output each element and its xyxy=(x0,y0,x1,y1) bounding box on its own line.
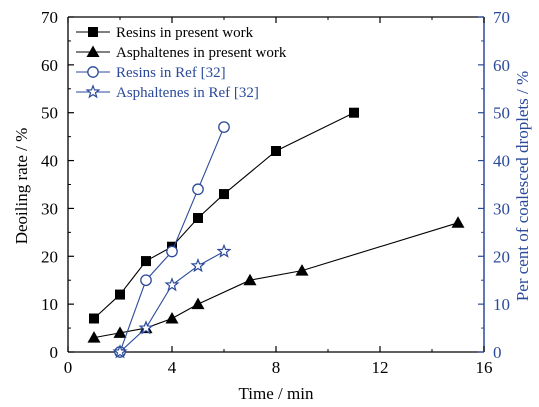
series-2-point xyxy=(451,216,465,228)
x-tick-label: 4 xyxy=(168,358,177,377)
y-left-tick-label: 10 xyxy=(41,295,58,314)
series-1-point xyxy=(349,107,359,118)
series-1-point xyxy=(219,189,229,200)
y-left-tick-label: 60 xyxy=(41,56,58,75)
series-1-line xyxy=(93,112,355,319)
series-2-point xyxy=(87,331,101,343)
series-4-point xyxy=(216,243,232,258)
series-2-point xyxy=(191,297,205,310)
series-1-point xyxy=(141,256,151,267)
series-4 xyxy=(112,243,232,359)
series-layer xyxy=(87,107,465,359)
series-1 xyxy=(89,107,359,324)
series-2-point xyxy=(243,273,257,286)
y-left-tick-label: 0 xyxy=(50,343,59,362)
legend-marker xyxy=(86,45,100,57)
y-right-tick-label: 30 xyxy=(493,199,510,218)
legend-label: Resins in Ref [32] xyxy=(116,65,226,81)
legend: Resins in present work Asphaltenes in pre… xyxy=(76,25,287,101)
legend-marker xyxy=(88,27,98,37)
x-tick-label: 8 xyxy=(272,358,281,377)
y-axis-left-title: Deoiling rate / % xyxy=(12,128,31,245)
y-right-tick-label: 20 xyxy=(493,247,510,266)
x-tick-label: 12 xyxy=(372,358,389,377)
y-left-tick-label: 50 xyxy=(41,104,58,123)
x-tick-label: 0 xyxy=(64,358,73,377)
y-left-tick-label: 70 xyxy=(41,8,58,27)
legend-label: Asphaltenes in present work xyxy=(116,45,287,61)
series-4-point xyxy=(112,344,128,359)
series-3-point xyxy=(192,183,204,196)
y-axis-right-title: Per cent of coalesced droplets / % xyxy=(513,71,532,301)
legend-marker xyxy=(87,66,99,78)
y-right-tick-label: 70 xyxy=(493,8,510,27)
series-4-point xyxy=(164,277,180,292)
series-4-point xyxy=(190,257,206,273)
y-right-tick-label: 10 xyxy=(493,295,510,314)
y-left-tick-label: 30 xyxy=(41,199,58,218)
series-3-point xyxy=(218,121,230,133)
series-3-point xyxy=(166,245,178,258)
y-right-tick-label: 60 xyxy=(493,56,510,75)
y-right-tick-label: 40 xyxy=(493,152,510,171)
series-1-point xyxy=(115,289,125,300)
x-axis-title: Time / min xyxy=(239,384,314,403)
series-2-point xyxy=(295,264,309,276)
series-1-point xyxy=(193,213,203,223)
series-2-point xyxy=(165,312,179,324)
legend-marker xyxy=(85,84,101,99)
series-3-point xyxy=(140,274,152,287)
series-2-line xyxy=(93,222,459,339)
series-4-point xyxy=(138,320,154,335)
y-left-tick-label: 40 xyxy=(41,152,58,171)
y-right-tick-label: 50 xyxy=(493,104,510,123)
legend-label: Asphaltenes in Ref [32] xyxy=(116,85,259,101)
y-left-tick-label: 20 xyxy=(41,247,58,266)
x-tick-label: 16 xyxy=(476,358,493,377)
series-4-line xyxy=(119,251,225,353)
series-1-point xyxy=(271,146,281,156)
series-2-point xyxy=(113,326,127,338)
y-right-tick-label: 0 xyxy=(493,343,502,362)
legend-label: Resins in present work xyxy=(116,25,254,41)
series-1-point xyxy=(89,313,99,324)
